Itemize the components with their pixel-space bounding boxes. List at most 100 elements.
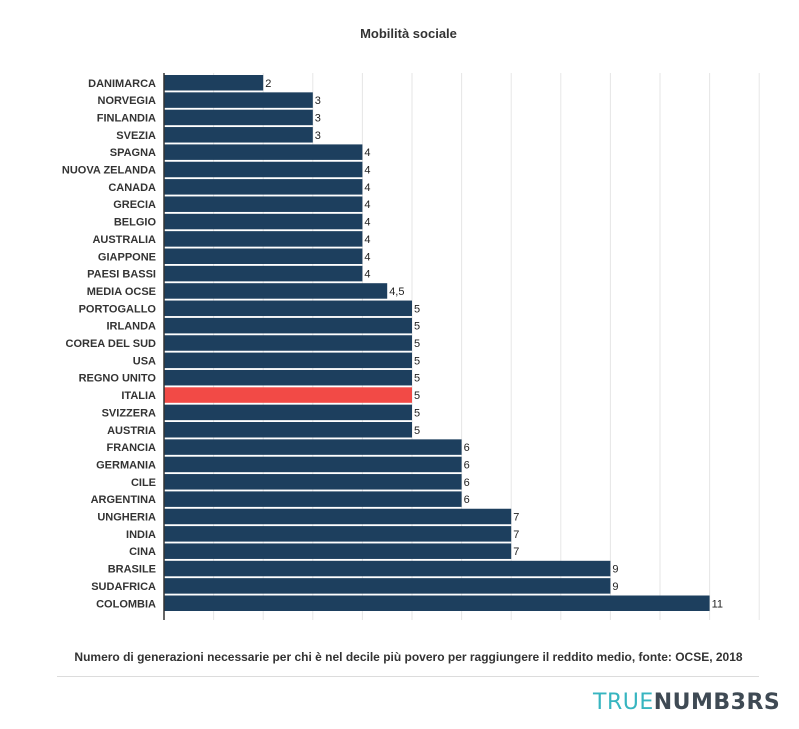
category-label: BELGIO (114, 217, 157, 229)
value-label: 5 (414, 355, 420, 367)
value-label: 6 (464, 442, 470, 454)
footer-divider (57, 676, 759, 677)
brand-logo-part2: NUMB3RS (653, 690, 781, 715)
bar (164, 578, 611, 594)
value-label: 5 (414, 373, 420, 385)
category-label: COLOMBIA (96, 598, 156, 610)
category-label: AUSTRALIA (92, 234, 156, 246)
category-label: IRLANDA (107, 321, 157, 333)
value-label: 7 (513, 512, 519, 524)
category-label: USA (133, 355, 156, 367)
value-label: 5 (414, 425, 420, 437)
bar (164, 526, 512, 542)
category-label: DANIMARCA (88, 78, 156, 90)
bar (164, 127, 313, 143)
chart-title: Mobilità sociale (360, 26, 457, 41)
category-label: AUSTRIA (107, 425, 156, 437)
bar (164, 456, 462, 473)
value-label: 5 (414, 303, 420, 315)
bar (164, 491, 462, 507)
category-label: PORTOGALLO (79, 303, 157, 315)
category-label: INDIA (126, 529, 156, 541)
category-label: ITALIA (121, 390, 156, 402)
category-label: PAESI BASSI (87, 269, 156, 281)
category-label: NUOVA ZELANDA (62, 165, 156, 177)
category-label: COREA DEL SUD (66, 338, 157, 350)
bar (164, 161, 363, 178)
bar (164, 92, 313, 108)
category-label: FINLANDIA (97, 112, 156, 124)
bar (164, 248, 363, 264)
bar (164, 213, 363, 230)
bar (164, 144, 363, 160)
category-label: GERMANIA (96, 459, 156, 471)
bar (164, 369, 412, 386)
value-label: 4 (364, 234, 370, 246)
category-label: SUDAFRICA (91, 581, 156, 593)
value-label: 4 (364, 182, 370, 194)
brand-logo-part1: TRUE (593, 690, 654, 715)
value-label: 4 (364, 251, 370, 263)
category-label: SVEZIA (116, 130, 156, 142)
bar (164, 352, 412, 369)
value-label: 5 (414, 407, 420, 419)
category-label: NORVEGIA (98, 95, 157, 107)
value-label: 4 (364, 165, 370, 177)
category-label: ARGENTINA (91, 494, 156, 506)
value-label: 2 (265, 78, 271, 90)
value-label: 6 (464, 494, 470, 506)
bar (164, 422, 412, 438)
bar (164, 335, 412, 351)
value-label: 9 (612, 581, 618, 593)
value-label: 4,5 (389, 286, 404, 298)
category-label: BRASILE (108, 564, 156, 576)
value-label: 6 (464, 459, 470, 471)
value-label: 4 (364, 269, 370, 281)
category-label: CANADA (108, 182, 156, 194)
bar (164, 387, 412, 403)
category-label: SPAGNA (110, 147, 156, 159)
bar (164, 404, 412, 421)
category-label: GIAPPONE (98, 251, 156, 263)
bar (164, 109, 313, 126)
category-label: CINA (129, 546, 156, 558)
category-label: CILE (131, 477, 156, 489)
bar (164, 196, 363, 212)
category-label: UNGHERIA (97, 512, 156, 524)
bar (164, 560, 611, 577)
bar (164, 595, 710, 611)
value-label: 3 (315, 130, 321, 142)
value-label: 7 (513, 529, 519, 541)
value-label: 3 (315, 95, 321, 107)
value-label: 4 (364, 217, 370, 229)
value-label: 5 (414, 390, 420, 402)
category-label: GRECIA (113, 199, 156, 211)
value-label: 11 (712, 598, 723, 610)
category-label: MEDIA OCSE (87, 286, 156, 298)
value-label: 4 (364, 147, 370, 159)
bar (164, 231, 363, 247)
brand-logo: TRUENUMB3RS (593, 690, 780, 715)
bar (164, 283, 388, 299)
value-label: 6 (464, 477, 470, 489)
category-label: REGNO UNITO (79, 373, 157, 385)
value-label: 9 (612, 564, 618, 576)
value-label: 7 (513, 546, 519, 558)
bar (164, 317, 412, 334)
bar (164, 75, 264, 91)
chart-caption: Numero di generazioni necessarie per chi… (74, 650, 743, 664)
category-label: SVIZZERA (102, 407, 156, 419)
value-label: 3 (315, 112, 321, 124)
category-label: FRANCIA (107, 442, 157, 454)
bar (164, 508, 512, 525)
bar (164, 179, 363, 195)
bar (164, 265, 363, 282)
bar (164, 543, 512, 559)
value-label: 5 (414, 321, 420, 333)
value-label: 5 (414, 338, 420, 350)
bar (164, 439, 462, 455)
value-label: 4 (364, 199, 370, 211)
bar (164, 300, 412, 317)
bar (164, 474, 462, 490)
